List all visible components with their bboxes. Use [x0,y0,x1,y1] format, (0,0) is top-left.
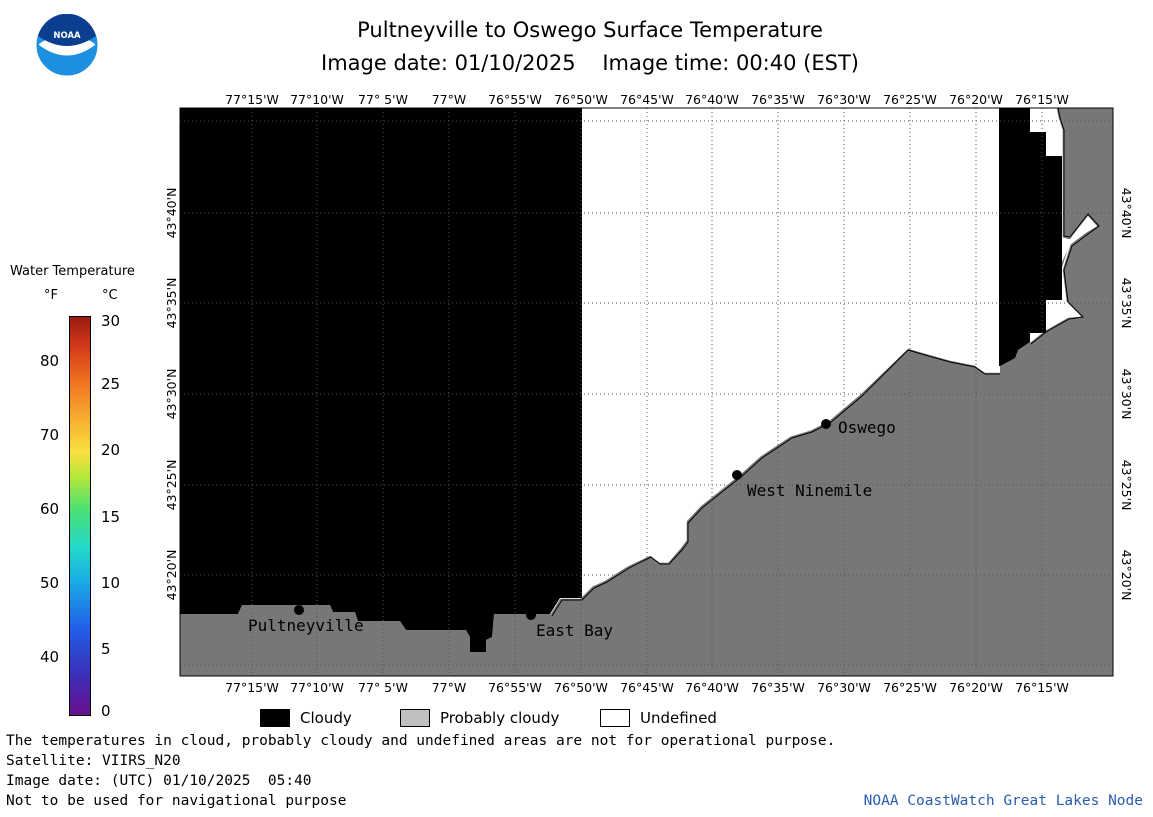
lon-label: 76°50'W [554,680,608,695]
lat-label: 43°20'N [1119,550,1134,601]
colorbar-unit-f: °F [44,288,58,303]
longitude-labels-top: 77°15'W 77°10'W 77° 5'W 77°W 76°55'W 76°… [225,92,1069,107]
lon-label: 76°30'W [817,680,871,695]
legend-swatch-undefined [600,709,630,727]
lon-label: 76°35'W [751,92,805,107]
cloudy-area-west [180,108,582,652]
lon-label: 77°10'W [290,92,344,107]
legend-swatch-cloudy [260,709,290,727]
lat-label: 43°35'N [1119,278,1134,329]
colorbar-tick-c: 10 [101,574,121,592]
map-gridlines [180,108,1113,676]
colorbar-tick-f: 50 [40,574,60,592]
footer-credit: NOAA CoastWatch Great Lakes Node [863,793,1143,809]
legend-swatch-probably-cloudy [400,709,430,727]
lon-label: 77° 5'W [358,92,408,107]
lat-label: 43°25'N [1119,460,1134,511]
place-marker [526,610,536,620]
lon-label: 76°30'W [817,92,871,107]
lon-label: 77°10'W [290,680,344,695]
lon-label: 77°W [432,92,467,107]
map-subtitle: Image date: 01/10/2025 Image time: 00:40… [321,51,859,75]
lon-label: 77°W [432,680,467,695]
colorbar-tick-c: 30 [101,312,121,330]
place-marker [732,470,742,480]
colorbar-tick-f: 70 [40,426,60,444]
lon-label: 76°55'W [488,92,542,107]
lon-label: 76°20'W [949,680,1003,695]
place-west-ninemile[interactable]: West Ninemile [732,470,872,500]
place-label: Oswego [838,418,896,437]
noaa-logo-icon: NOAA [36,14,98,76]
colorbar-tick-f: 80 [40,352,60,370]
legend-undefined: Undefined [600,707,717,729]
lon-label: 76°15'W [1015,92,1069,107]
lat-label: 43°20'N [164,550,179,601]
lon-label: 76°40'W [685,680,739,695]
lon-label: 76°15'W [1015,680,1069,695]
colorbar-tick-c: 15 [101,508,121,526]
lon-label: 76°20'W [949,92,1003,107]
lon-label: 76°55'W [488,680,542,695]
logo-text: NOAA [53,31,81,41]
lat-label: 43°25'N [164,460,179,511]
lon-label: 76°40'W [685,92,739,107]
footer-utc-date: Image date: (UTC) 01/10/2025 05:40 [6,773,312,789]
lon-label: 76°25'W [883,92,937,107]
place-pultneyville[interactable]: Pultneyville [248,605,364,635]
lon-label: 76°50'W [554,92,608,107]
colorbar-unit-c: °C [102,288,118,303]
cloudy-area-east [999,108,1062,366]
place-label: East Bay [536,621,613,640]
colorbar-tick-c: 20 [101,441,121,459]
lat-label: 43°30'N [1119,369,1134,420]
footer-satellite: Satellite: VIIRS_N20 [6,753,181,769]
place-label: Pultneyville [248,616,364,635]
lat-label: 43°40'N [164,188,179,239]
lon-label: 76°35'W [751,680,805,695]
place-oswego[interactable]: Oswego [821,418,896,437]
colorbar-tick-c: 25 [101,375,121,393]
legend-label: Undefined [640,709,717,727]
latitude-labels-left: 43°40'N 43°35'N 43°30'N 43°25'N 43°20'N [164,188,179,601]
colorbar-title: Water Temperature [10,264,135,279]
longitude-labels-bottom: 77°15'W 77°10'W 77° 5'W 77°W 76°55'W 76°… [225,680,1069,695]
legend-cloudy: Cloudy [260,707,352,729]
colorbar-tick-c: 5 [101,640,111,658]
place-east-bay[interactable]: East Bay [526,610,613,640]
legend-probably-cloudy: Probably cloudy [400,707,559,729]
lon-label: 76°45'W [620,680,674,695]
land-area [180,108,1113,676]
lat-label: 43°35'N [164,278,179,329]
lat-label: 43°40'N [1119,188,1134,239]
map-title: Pultneyville to Oswego Surface Temperatu… [357,18,823,42]
legend-label: Cloudy [300,709,352,727]
lon-label: 77° 5'W [358,680,408,695]
colorbar-tick-f: 60 [40,500,60,518]
legend-label: Probably cloudy [440,709,560,727]
colorbar-tick-c: 0 [101,702,111,720]
place-label: West Ninemile [747,481,872,500]
lon-label: 76°25'W [883,680,937,695]
footer-warning: Not to be used for navigational purpose [6,793,347,809]
latitude-labels-right: 43°40'N 43°35'N 43°30'N 43°25'N 43°20'N [1119,188,1134,601]
lon-label: 77°15'W [225,680,279,695]
place-marker [821,419,831,429]
footer-note: The temperatures in cloud, probably clou… [6,733,836,749]
colorbar [69,316,91,716]
colorbar-tick-f: 40 [40,648,60,666]
lat-label: 43°30'N [164,369,179,420]
lon-label: 76°45'W [620,92,674,107]
place-marker [294,605,304,615]
lon-label: 77°15'W [225,92,279,107]
